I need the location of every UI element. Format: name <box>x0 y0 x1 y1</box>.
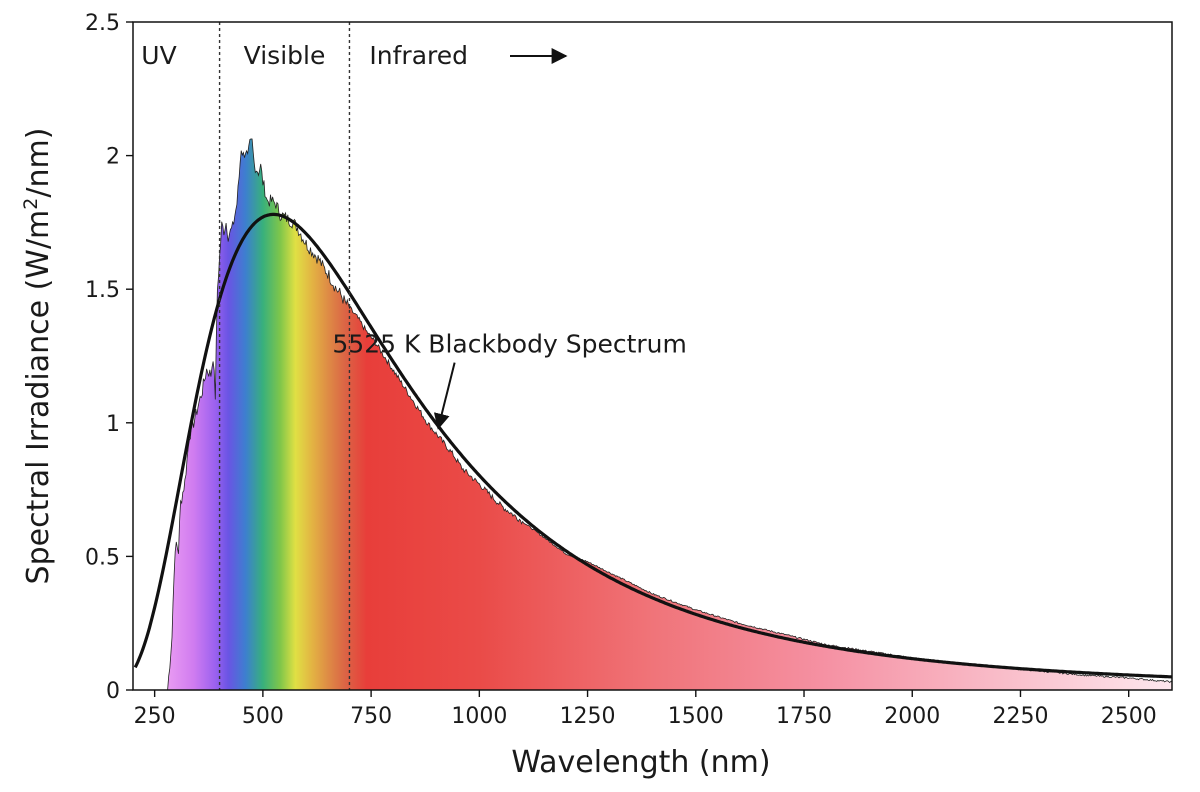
blackbody-curve <box>133 212 1172 679</box>
x-tick-label: 1000 <box>451 704 507 729</box>
region-label: Infrared <box>369 41 468 70</box>
y-tick-label: 0.5 <box>85 545 120 570</box>
y-tick-label: 0 <box>106 679 120 704</box>
y-axis-ticks: 0 0.5 1 1.5 2 2.5 <box>85 11 133 704</box>
x-axis-title: Wavelength (nm) <box>511 745 770 780</box>
x-tick-label: 1500 <box>668 704 724 729</box>
region-labels: UV Visible Infrared <box>141 41 468 70</box>
x-tick-label: 2000 <box>884 704 940 729</box>
plot-area <box>133 138 1172 690</box>
x-tick-label: 750 <box>350 704 392 729</box>
y-tick-label: 2.5 <box>85 11 120 36</box>
y-axis-title: Spectral Irradiance (W/m2/nm) <box>20 128 56 585</box>
solar-spectrum-area <box>167 138 1172 690</box>
y-tick-label: 1 <box>106 412 120 437</box>
plot-frame <box>132 21 1173 691</box>
x-tick-label: 500 <box>242 704 284 729</box>
y-tick-label: 2 <box>106 145 120 170</box>
x-tick-label: 1750 <box>776 704 832 729</box>
blackbody-label: 5525 K Blackbody Spectrum <box>332 330 686 359</box>
blackbody-arrow <box>433 362 456 430</box>
x-tick-label: 250 <box>134 704 176 729</box>
x-tick-label: 2250 <box>992 704 1048 729</box>
region-label: Visible <box>244 41 326 70</box>
x-axis-ticks: 250 500 750 1000 1250 1500 1750 2000 2250 2500 <box>134 690 1157 729</box>
y-tick-label: 1.5 <box>85 278 120 303</box>
x-tick-label: 1250 <box>560 704 616 729</box>
region-label: UV <box>141 41 176 70</box>
x-tick-label: 2500 <box>1101 704 1157 729</box>
